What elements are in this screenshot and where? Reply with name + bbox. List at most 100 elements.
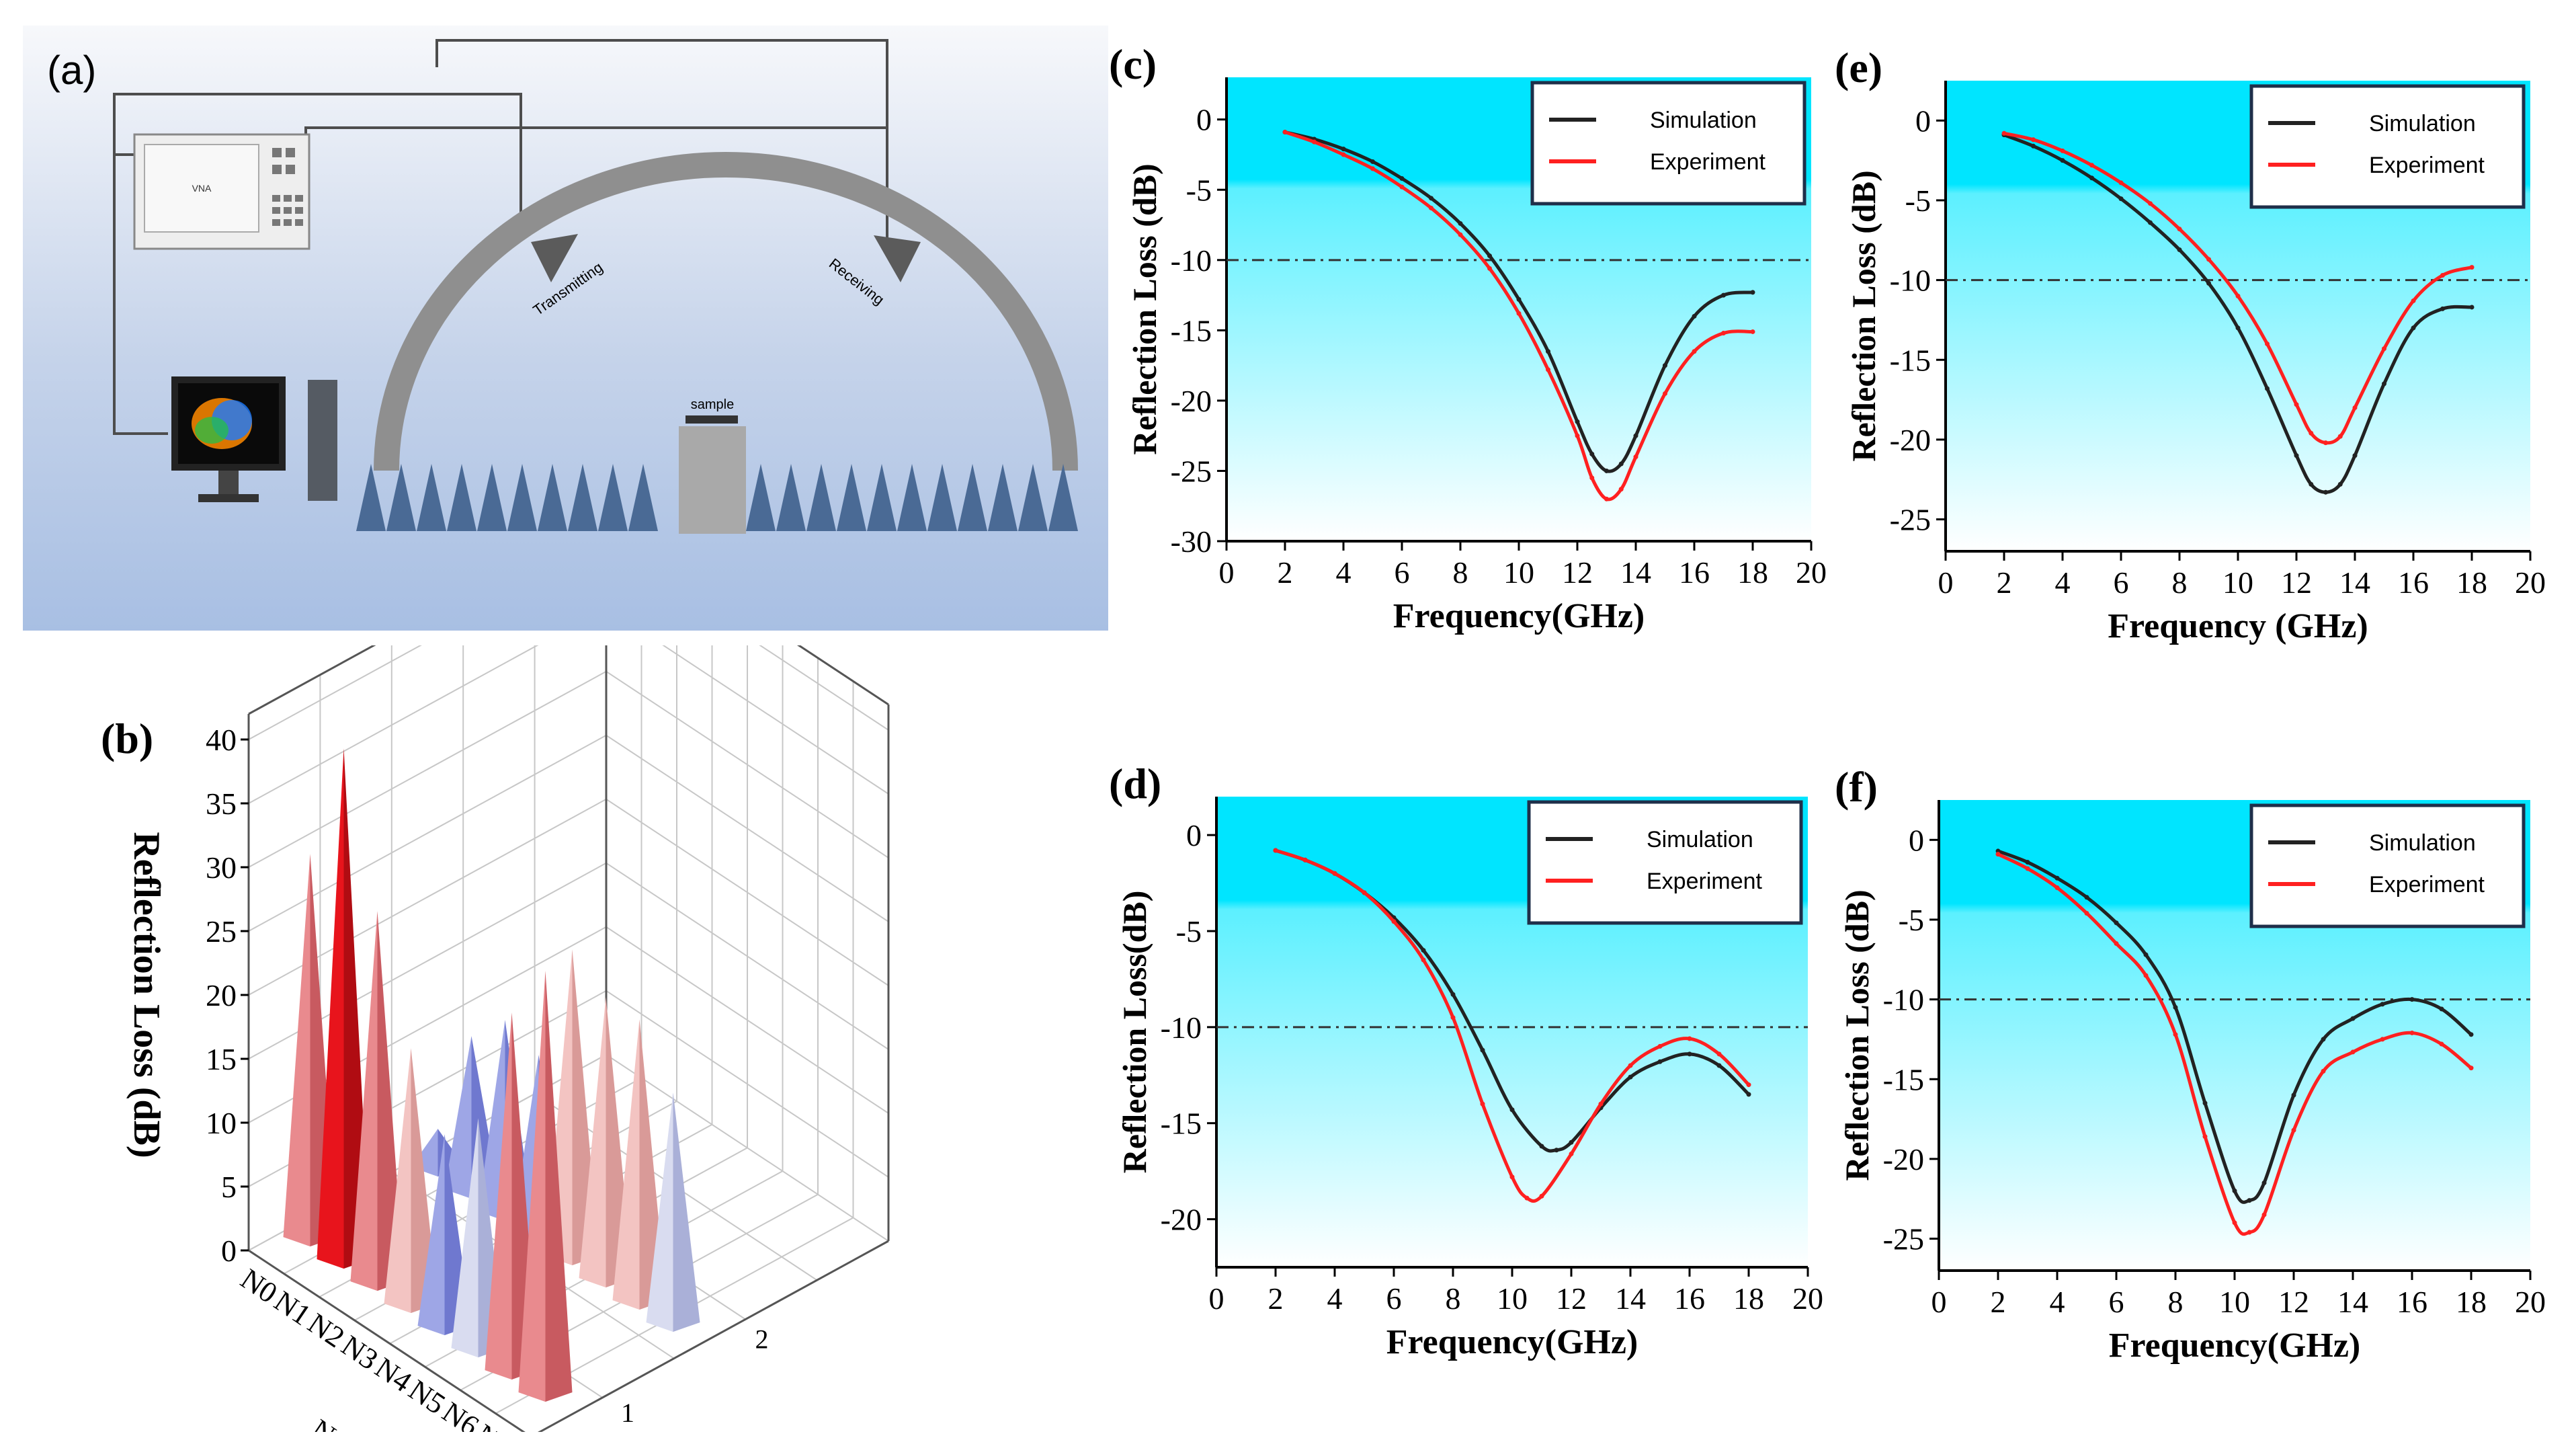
frame-edge [538,1240,889,1432]
chart-e: 0 2 4 6 8 10 12 14 16 18 20 0 -5 -10 -15 -20 -25 Simulati… [1835,44,2546,645]
series-point-experiment [2118,180,2124,186]
series-point-simulation [2352,453,2358,458]
y-axis-label: Reflection Loss (dB) [1838,889,1876,1181]
chart-d: 0 2 4 6 8 10 12 14 16 18 20 0 -5 -10 -15 -20 Simulation E… [1109,760,1823,1361]
series-point-experiment [1716,1051,1722,1057]
series-point-simulation [2294,453,2299,458]
series-point-experiment [1509,1174,1515,1180]
series-point-experiment [2380,1037,2385,1042]
x-tick-label: 10 [2219,1285,2250,1319]
series-point-simulation [1604,468,1609,473]
z-tick-label: 0 [221,1234,237,1268]
x-tick-label: 2 [1278,555,1293,590]
x-tick-label: 20 [2515,565,2546,600]
grid-line [248,645,889,804]
legend-label: Simulation [2369,830,2476,856]
legend-label: Simulation [1650,108,1757,133]
series-point-simulation [1716,1063,1722,1068]
bar-face [673,1092,700,1332]
series-point-experiment [1657,1043,1663,1049]
panel-label: (b) [101,715,153,762]
z-tick-label: 30 [206,850,237,885]
series-point-experiment [1341,152,1346,157]
sample-label: sample [691,397,734,412]
series-point-experiment [2232,1220,2237,1226]
series-point-experiment [1750,329,1755,334]
series-point-simulation [1663,363,1667,368]
series-point-simulation [2265,386,2270,391]
series-point-simulation [2202,1101,2208,1106]
bar-face [317,748,344,1269]
y-tick-label: -10 [1883,983,1924,1017]
x-tick-label: 16 [2398,565,2429,600]
x-tick-label: 6 [2109,1285,2124,1319]
y-tick-label: -15 [1171,313,1212,348]
series-point-experiment [2031,137,2036,143]
series-point-experiment [2469,265,2475,270]
series-point-simulation [1569,1139,1574,1145]
x-axis-label: Frequency (GHz) [2108,607,2368,645]
y-tick-label: -20 [1890,423,1931,457]
y-tick-label: 0 [1915,104,1931,138]
panel-label: (f) [1835,763,1878,811]
x-tick-label: 4 [1336,555,1352,590]
x-tick-label: 4 [1327,1281,1343,1316]
y-tick-label: -15 [1883,1062,1924,1096]
x-axis-label: Frequency(GHz) [2109,1326,2361,1365]
x-tick-label: 0 [1931,1285,1947,1319]
x-tick-label: 0 [1209,1281,1224,1316]
series-point-simulation [2114,920,2119,926]
series-point-simulation [1721,292,1726,298]
series-point-experiment [2247,1230,2252,1235]
series-point-simulation [1421,948,1426,953]
series-point-experiment [1524,1195,1530,1201]
series-point-experiment [1312,139,1317,145]
bar-face [646,1092,673,1332]
series-point-experiment [2148,201,2153,206]
series-point-simulation [1399,176,1405,182]
y-tick-label: -5 [1899,903,1924,937]
series-point-experiment [2409,1030,2415,1035]
absorber-cone [538,464,567,531]
x-tick-label: 12 [1556,1281,1587,1316]
series-point-experiment [1589,475,1595,481]
series-point-experiment [1458,232,1463,237]
series-point-experiment [1604,496,1609,502]
series-point-experiment [1618,487,1624,492]
series-point-simulation [1480,1047,1485,1053]
legend-label: Experiment [1650,149,1766,175]
vna-instrument: VNA [133,133,310,250]
series-point-experiment [2206,257,2211,262]
x-tick-label: 4 [2050,1285,2065,1319]
series-point-experiment [2291,1127,2296,1133]
series-point-experiment [1429,205,1434,210]
series-point-simulation [2468,1032,2474,1037]
series-point-simulation [2469,305,2475,310]
absorber-cone [568,464,597,531]
x-tick-label: 16 [2397,1285,2427,1319]
absorber-cone [386,464,416,531]
series-point-experiment [2337,434,2343,439]
x-axis-label: N [305,1412,341,1432]
series-point-experiment [1546,367,1550,372]
series-point-experiment [2177,227,2182,232]
x-tick-label: 14 [1615,1281,1646,1316]
series-point-simulation [2380,1002,2385,1007]
x-tick-label: 2 [1997,565,2012,600]
x-tick-label: 4 [2055,565,2071,600]
absorber-cone [447,464,476,531]
series-point-experiment [2114,941,2119,947]
absorber-cone [417,464,446,531]
absorber-cone [628,464,658,531]
series-point-simulation [2084,895,2089,900]
absorber-cone [776,464,806,531]
frame-edge [248,645,376,715]
y-tick-label: -10 [1171,243,1212,278]
x-tick-label: 6 [1386,1281,1402,1316]
absorber-cone [1018,464,1048,531]
series-point-simulation [2323,489,2328,495]
series-point-simulation [2118,196,2124,202]
series-point-simulation [1429,196,1434,201]
series-point-simulation [1458,221,1463,226]
x-tick-label: 18 [2456,565,2487,600]
